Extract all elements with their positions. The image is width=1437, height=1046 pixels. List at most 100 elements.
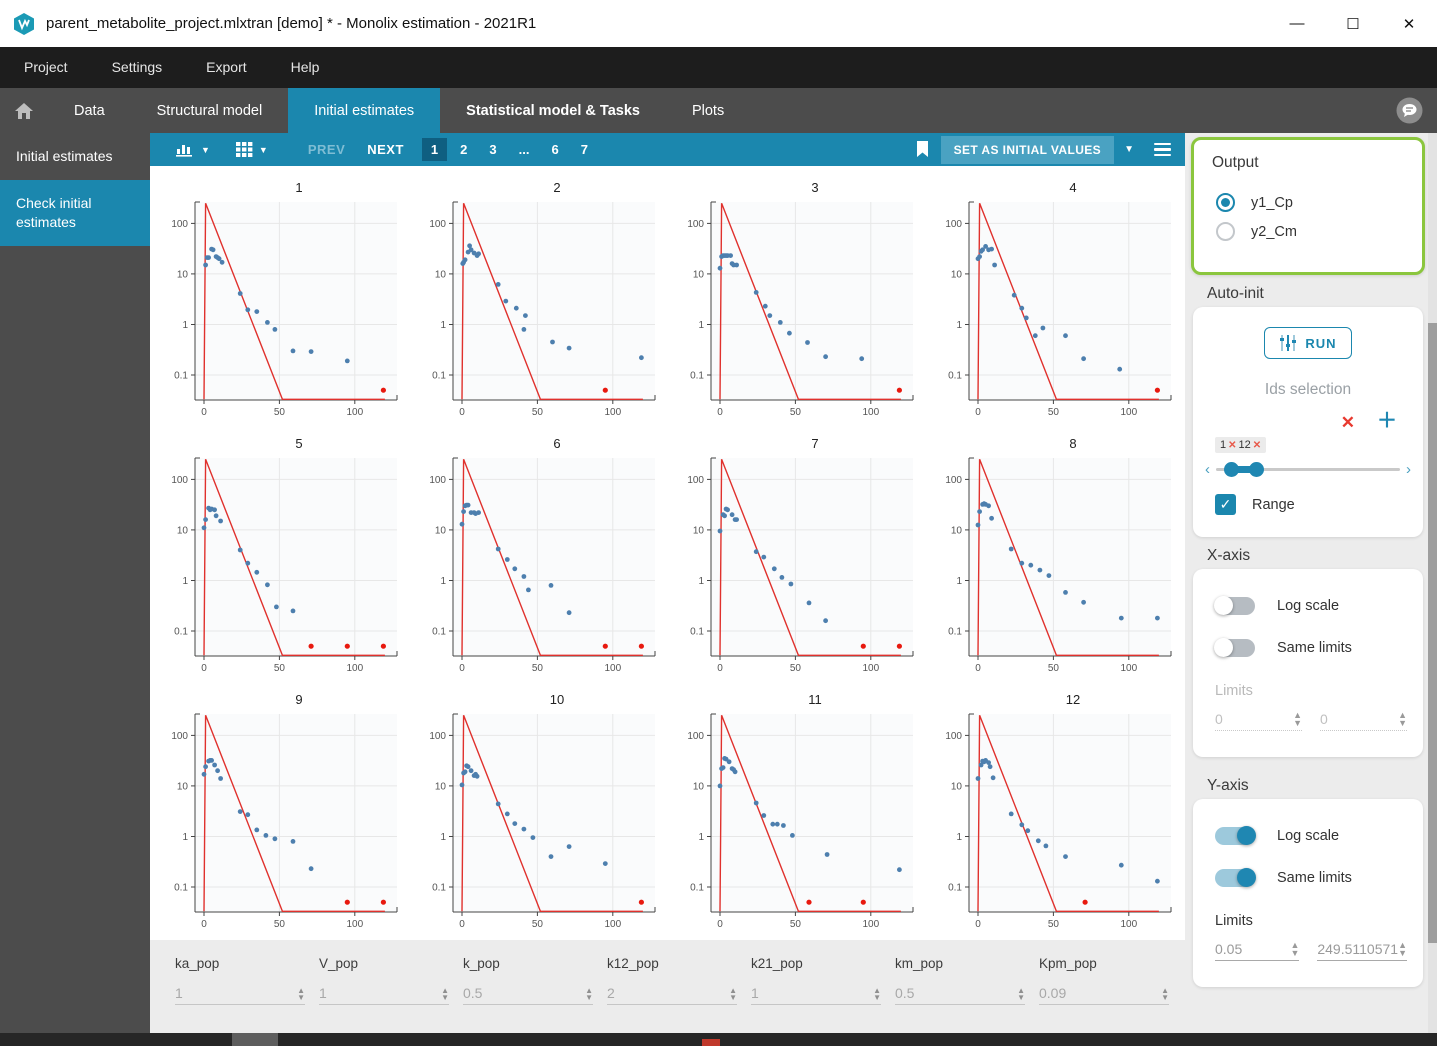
xaxis-min-input[interactable]: 0 ▲ ▼ [1215,711,1302,731]
step-down-icon[interactable]: ▼ [1398,718,1407,728]
prev-page-button[interactable]: PREV [307,142,346,157]
stepper-arrows[interactable]: ▲ ▼ [441,986,449,1002]
chart-type-button[interactable]: ▼ [176,142,210,157]
step-up-icon[interactable]: ▲ [1293,710,1302,720]
individual-plot-11[interactable]: 11 100 10 1 0.1 0 50 100 [667,684,925,940]
stepper-arrows[interactable]: ▲ ▼ [873,986,881,1002]
individual-plot-7[interactable]: 7 100 10 1 0.1 0 50 100 [667,428,925,684]
individual-plot-3[interactable]: 3 100 10 1 0.1 0 50 100 [667,172,925,428]
step-up-icon[interactable]: ▲ [1398,940,1407,950]
parameter-input[interactable]: 1 ▲ ▼ [319,985,449,1005]
step-up-icon[interactable]: ▲ [297,986,305,995]
individual-plot-2[interactable]: 2 100 10 1 0.1 0 50 100 [409,172,667,428]
parameter-input[interactable]: 0.5 ▲ ▼ [463,985,593,1005]
xaxis-same-limits-toggle[interactable] [1214,638,1255,657]
tab-data[interactable]: Data [74,102,105,119]
page-ellipsis[interactable]: ... [518,142,530,157]
step-up-icon[interactable]: ▲ [1290,940,1300,950]
stepper-arrows[interactable]: ▲ ▼ [1293,710,1302,728]
stepper-arrows[interactable]: ▲ ▼ [1161,986,1169,1002]
individual-plot-8[interactable]: 8 100 10 1 0.1 0 50 100 [925,428,1183,684]
tab-structural-model[interactable]: Structural model [156,102,263,119]
taskbar-app-icon[interactable] [702,1039,720,1046]
step-down-icon[interactable]: ▼ [1398,948,1407,958]
home-button[interactable] [0,88,48,133]
clear-ids-button[interactable]: ✕ [1340,413,1355,432]
maximize-button[interactable]: ☐ [1346,15,1360,33]
panel-scrollbar[interactable] [1428,133,1437,1033]
step-up-icon[interactable]: ▲ [585,986,593,995]
menu-project[interactable]: Project [24,59,68,75]
remove-icon[interactable]: ✕ [1228,439,1237,451]
yaxis-min-input[interactable]: 0.05 ▲ ▼ [1215,940,1300,961]
step-down-icon[interactable]: ▼ [1293,718,1302,728]
stepper-arrows[interactable]: ▲ ▼ [1398,711,1407,728]
bookmark-button[interactable] [916,141,929,158]
ids-range-tag[interactable]: 1 ✕ 12 ✕ [1215,437,1267,453]
yaxis-log-scale-toggle[interactable] [1215,826,1256,845]
feedback-button[interactable] [1396,97,1423,129]
step-down-icon[interactable]: ▼ [297,993,305,1002]
slider-handle-max[interactable] [1249,462,1265,477]
step-down-icon[interactable]: ▼ [729,993,737,1002]
xaxis-max-input[interactable]: 0 ▲ ▼ [1320,711,1407,731]
close-button[interactable]: ✕ [1402,15,1416,33]
stepper-arrows[interactable]: ▲ ▼ [297,986,305,1002]
tab-statistical-model-tasks[interactable]: Statistical model & Tasks [466,102,640,119]
page-button-6[interactable]: 6 [551,142,559,157]
menu-export[interactable]: Export [206,59,247,75]
slider-right-chevron-icon[interactable]: › [1406,461,1411,478]
windows-taskbar[interactable] [0,1033,1437,1046]
set-as-initial-values-button[interactable]: SET AS INITIAL VALUES [940,135,1115,164]
stepper-arrows[interactable]: ▲ ▼ [1017,986,1025,1002]
step-down-icon[interactable]: ▼ [1161,993,1169,1002]
menu-button[interactable] [1154,142,1171,157]
menu-help[interactable]: Help [290,59,320,75]
sidebar-item-check-initial-estimates[interactable]: Check initial estimates [0,180,150,246]
individual-plot-10[interactable]: 10 100 10 1 0.1 0 50 100 [409,684,667,940]
remove-icon[interactable]: ✕ [1252,439,1262,451]
individual-plot-5[interactable]: 5 100 10 1 0.1 0 50 100 [151,428,409,684]
tab-plots[interactable]: Plots [691,102,725,119]
output-option-y1_cp[interactable]: y1_Cp [1194,188,1422,217]
step-down-icon[interactable]: ▼ [1290,948,1300,958]
page-button-7[interactable]: 7 [580,142,588,157]
individual-plot-6[interactable]: 6 100 10 1 0.1 0 50 100 [409,428,667,684]
step-down-icon[interactable]: ▼ [1017,993,1025,1002]
grid-layout-button[interactable]: ▼ [235,142,268,157]
stepper-arrows[interactable]: ▲ ▼ [1398,940,1407,958]
minimize-button[interactable]: — [1289,15,1305,32]
output-option-y2_cm[interactable]: y2_Cm [1194,217,1422,246]
step-down-icon[interactable]: ▼ [873,993,881,1002]
yaxis-same-limits-toggle[interactable] [1215,868,1256,887]
taskbar-app-icon[interactable] [232,1033,278,1046]
slider-left-chevron-icon[interactable]: ‹ [1205,461,1210,478]
step-down-icon[interactable]: ▼ [441,993,449,1002]
next-page-button[interactable]: NEXT [367,142,404,157]
step-up-icon[interactable]: ▲ [1017,986,1025,995]
radio-icon[interactable] [1216,222,1235,241]
page-button-3[interactable]: 3 [489,142,497,157]
ids-range-slider[interactable]: ‹ › [1193,457,1423,478]
radio-icon[interactable] [1216,193,1235,212]
step-up-icon[interactable]: ▲ [873,986,881,995]
parameter-input[interactable]: 2 ▲ ▼ [607,985,737,1005]
stepper-arrows[interactable]: ▲ ▼ [1290,940,1300,958]
stepper-arrows[interactable]: ▲ ▼ [585,986,593,1002]
range-checkbox[interactable]: ✓ [1215,494,1236,515]
individual-plot-1[interactable]: 1 100 10 1 0.1 0 50 100 [151,172,409,428]
menu-settings[interactable]: Settings [111,59,163,75]
individual-plot-4[interactable]: 4 100 10 1 0.1 0 50 100 [925,172,1183,428]
step-up-icon[interactable]: ▲ [1161,986,1169,995]
step-up-icon[interactable]: ▲ [441,986,449,995]
page-button-1[interactable]: 1 [421,138,448,161]
slider-handle-min[interactable] [1223,462,1239,477]
set-values-dropdown-button[interactable]: ▼ [1124,144,1134,155]
sidebar-item-initial-estimates[interactable]: Initial estimates [16,148,113,164]
stepper-arrows[interactable]: ▲ ▼ [729,987,737,1002]
run-button[interactable]: RUN [1264,327,1352,359]
tab-initial-estimates[interactable]: Initial estimates [288,88,441,133]
step-down-icon[interactable]: ▼ [585,993,593,1002]
parameter-input[interactable]: 1 ▲ ▼ [751,985,881,1005]
slider-track[interactable] [1216,462,1400,477]
